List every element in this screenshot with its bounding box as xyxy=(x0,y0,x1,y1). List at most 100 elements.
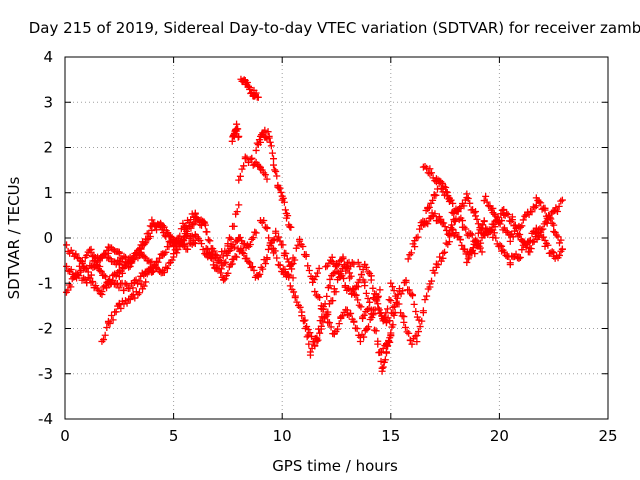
data-point xyxy=(372,327,380,335)
data-point xyxy=(217,269,225,277)
data-point xyxy=(437,184,445,192)
data-point xyxy=(271,166,279,174)
data-point xyxy=(555,202,563,210)
data-point xyxy=(425,203,433,211)
data-point xyxy=(360,333,368,341)
data-point xyxy=(162,248,170,256)
data-point xyxy=(428,277,436,285)
data-point xyxy=(243,78,251,86)
data-point xyxy=(208,255,216,263)
data-point xyxy=(447,196,455,204)
data-point xyxy=(310,338,318,346)
data-point xyxy=(405,286,413,294)
data-point xyxy=(347,272,355,280)
data-point xyxy=(140,271,148,279)
data-point xyxy=(266,138,274,146)
data-point xyxy=(165,259,173,267)
data-point xyxy=(464,194,472,202)
data-point xyxy=(148,226,156,234)
data-point xyxy=(277,188,285,196)
data-point xyxy=(268,149,276,157)
data-point xyxy=(431,210,439,218)
series-t26 xyxy=(480,192,566,253)
x-tick-label: 15 xyxy=(381,427,400,445)
data-point xyxy=(199,217,207,225)
data-point xyxy=(548,248,556,256)
data-point xyxy=(365,323,373,331)
data-point xyxy=(184,245,192,253)
data-point xyxy=(235,132,243,140)
data-point xyxy=(445,238,453,246)
data-point xyxy=(416,225,424,233)
data-point xyxy=(348,258,356,266)
data-point xyxy=(442,188,450,196)
data-point xyxy=(246,259,254,267)
data-point xyxy=(340,274,348,282)
data-point xyxy=(350,317,358,325)
data-point xyxy=(272,227,280,235)
data-point xyxy=(296,237,304,245)
data-point xyxy=(319,305,327,313)
gridlines xyxy=(65,57,608,419)
data-point xyxy=(176,232,184,240)
data-point xyxy=(300,317,308,325)
data-point xyxy=(238,165,246,173)
data-point xyxy=(103,284,111,292)
data-point xyxy=(472,212,480,220)
data-point xyxy=(369,284,377,292)
data-point xyxy=(496,241,504,249)
data-point xyxy=(473,215,481,223)
data-point xyxy=(326,275,334,283)
data-point xyxy=(522,243,530,251)
data-point xyxy=(109,316,117,324)
data-point xyxy=(500,248,508,256)
data-point xyxy=(201,221,209,229)
data-point xyxy=(379,345,387,353)
data-point xyxy=(322,263,330,271)
data-point xyxy=(311,288,319,296)
data-point xyxy=(382,349,390,357)
data-point xyxy=(263,254,271,262)
data-point xyxy=(126,296,134,303)
data-point xyxy=(532,224,540,232)
data-point xyxy=(476,226,484,234)
data-point xyxy=(137,272,145,280)
data-point xyxy=(352,291,360,299)
data-point xyxy=(142,239,150,247)
data-point xyxy=(103,324,111,332)
data-point xyxy=(202,245,210,253)
data-point xyxy=(387,297,395,305)
data-point xyxy=(413,338,421,346)
data-point xyxy=(112,280,120,288)
data-point xyxy=(463,258,471,266)
data-point xyxy=(191,239,199,247)
data-point xyxy=(350,260,358,268)
data-point xyxy=(100,250,108,258)
data-point xyxy=(437,215,445,223)
data-point xyxy=(381,356,389,364)
data-point xyxy=(369,311,377,319)
data-point xyxy=(157,219,165,227)
data-point xyxy=(276,261,284,269)
chart-title: Day 215 of 2019, Sidereal Day-to-day VTE… xyxy=(29,19,640,37)
data-point xyxy=(256,138,264,146)
data-point xyxy=(273,254,281,262)
data-point xyxy=(354,283,362,291)
data-point xyxy=(286,282,294,290)
data-point xyxy=(316,317,324,325)
data-point xyxy=(411,243,419,251)
data-point xyxy=(323,292,331,300)
data-point xyxy=(259,265,267,273)
data-point xyxy=(376,286,384,294)
data-point xyxy=(460,202,468,210)
data-point xyxy=(325,259,333,267)
data-point xyxy=(371,326,379,334)
data-point xyxy=(121,279,129,287)
data-point xyxy=(367,306,375,314)
data-point xyxy=(451,217,459,225)
data-point xyxy=(89,277,97,285)
data-point xyxy=(485,202,493,210)
data-point xyxy=(528,208,536,216)
data-point xyxy=(477,229,485,237)
data-point xyxy=(125,263,133,271)
